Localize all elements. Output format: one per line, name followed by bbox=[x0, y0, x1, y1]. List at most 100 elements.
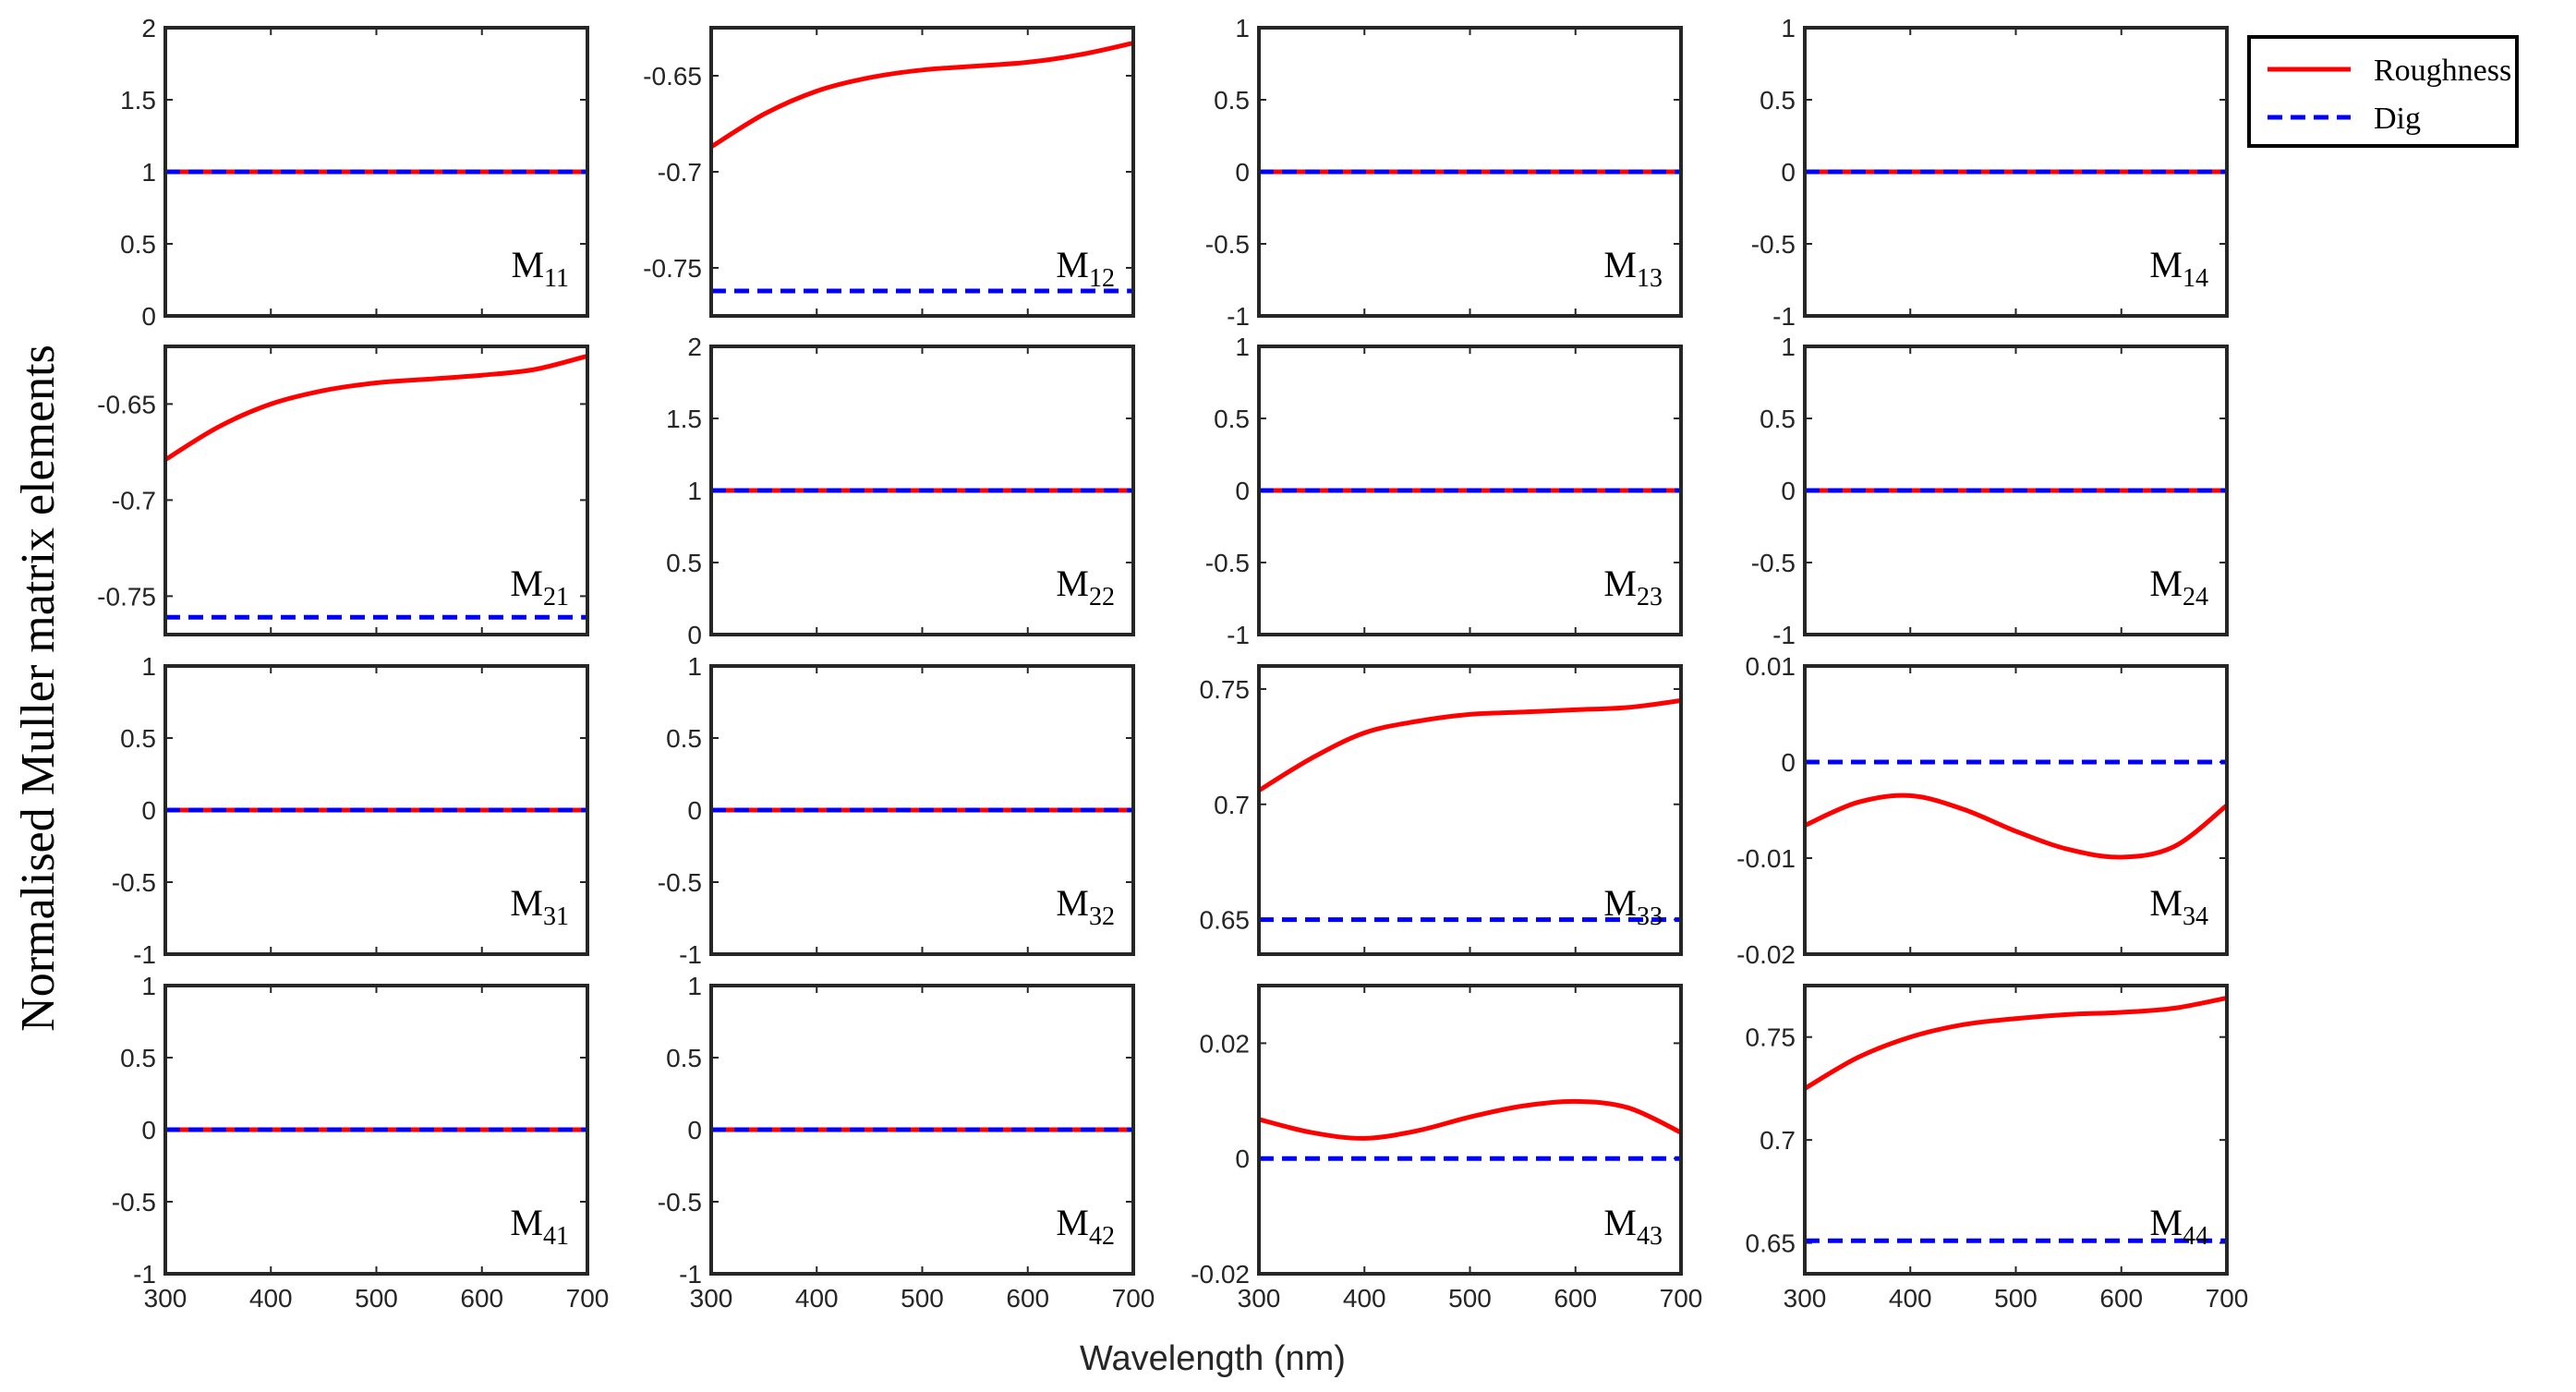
panel-m44: 0.65 0.7 0.75 300 400 500 600 700 M44 bbox=[1746, 984, 2248, 1313]
axes-frame-m32 bbox=[709, 664, 1135, 956]
element-label-m13: M13 bbox=[1603, 244, 1663, 293]
x-tick-label-m42-0: 300 bbox=[690, 1284, 733, 1313]
panel-m22: 0 0.5 1 1.5 2 M22 bbox=[666, 333, 1135, 649]
x-tick-label-m43-0: 300 bbox=[1238, 1284, 1281, 1313]
y-tick-label-m11-2: 1 bbox=[141, 158, 156, 187]
axes-frame-m13 bbox=[1257, 26, 1683, 318]
panel-m14: -1 -0.5 0 0.5 1 M14 bbox=[1751, 14, 2229, 331]
y-tick-label-m23-3: 0.5 bbox=[1214, 405, 1250, 433]
axes-frame-m43 bbox=[1257, 984, 1683, 1276]
y-tick-label-m22-4: 2 bbox=[687, 333, 702, 361]
y-tick-label-m42-4: 1 bbox=[687, 972, 702, 1000]
axes-frame-m41 bbox=[163, 984, 589, 1276]
y-tick-label-m11-1: 0.5 bbox=[120, 230, 156, 259]
x-tick-label-m43-1: 400 bbox=[1343, 1284, 1386, 1313]
plot-area-m44 bbox=[1805, 986, 2227, 1274]
series-roughness-m34 bbox=[1803, 793, 2229, 860]
y-tick-label-m24-2: 0 bbox=[1781, 477, 1796, 505]
axes-frame-m12 bbox=[709, 26, 1135, 318]
axes-frame-m23 bbox=[1257, 345, 1683, 636]
panel-m43: -0.02 0 0.02 300 400 500 600 700 M43 bbox=[1191, 984, 1703, 1313]
panel-m11: 0 0.5 1 1.5 2 M11 bbox=[120, 14, 589, 331]
y-tick-label-m22-2: 1 bbox=[687, 477, 702, 505]
x-tick-label-m44-0: 300 bbox=[1784, 1284, 1827, 1313]
y-tick-label-m34-2: 0 bbox=[1781, 748, 1796, 777]
x-tick-label-m41-0: 300 bbox=[144, 1284, 187, 1313]
y-tick-label-m42-0: -1 bbox=[679, 1260, 702, 1289]
plot-area-m12 bbox=[711, 28, 1133, 316]
y-tick-label-m44-1: 0.7 bbox=[1760, 1126, 1796, 1155]
y-tick-label-m32-1: -0.5 bbox=[658, 868, 702, 897]
y-tick-label-m32-4: 1 bbox=[687, 652, 702, 681]
element-label-m24: M24 bbox=[2149, 563, 2208, 611]
element-label-m23: M23 bbox=[1603, 563, 1663, 611]
y-tick-label-m42-1: -0.5 bbox=[658, 1188, 702, 1216]
axes-frame-m22 bbox=[709, 345, 1135, 636]
y-tick-label-m33-1: 0.7 bbox=[1214, 791, 1250, 819]
x-tick-label-m42-1: 400 bbox=[795, 1284, 839, 1313]
panel-m31: -1 -0.5 0 0.5 1 M31 bbox=[112, 652, 589, 969]
y-axis-label: Normalised Muller matrix elements bbox=[12, 345, 65, 1032]
element-label-m43: M43 bbox=[1603, 1202, 1663, 1251]
x-tick-label-m44-1: 400 bbox=[1889, 1284, 1932, 1313]
panel-m13: -1 -0.5 0 0.5 1 M13 bbox=[1205, 14, 1683, 331]
axes-frame-m11 bbox=[163, 26, 589, 318]
element-label-m34: M34 bbox=[2149, 882, 2208, 931]
y-tick-label-m14-1: -0.5 bbox=[1751, 230, 1796, 259]
element-label-m44: M44 bbox=[2149, 1202, 2208, 1251]
x-tick-label-m42-4: 700 bbox=[1112, 1284, 1155, 1313]
y-tick-label-m32-2: 0 bbox=[687, 796, 702, 825]
x-tick-label-m42-3: 600 bbox=[1006, 1284, 1049, 1313]
x-tick-label-m44-2: 500 bbox=[1994, 1284, 2038, 1313]
axes-frame-m34 bbox=[1803, 664, 2229, 956]
y-tick-label-m34-3: 0.01 bbox=[1746, 652, 1796, 681]
axes-frame-m42 bbox=[709, 984, 1135, 1276]
y-tick-label-m42-3: 0.5 bbox=[666, 1044, 702, 1072]
x-tick-label-m43-4: 700 bbox=[1660, 1284, 1703, 1313]
y-tick-label-m31-2: 0 bbox=[141, 796, 156, 825]
y-tick-label-m44-2: 0.75 bbox=[1746, 1023, 1796, 1052]
legend-box bbox=[2247, 35, 2519, 148]
y-tick-label-m33-0: 0.65 bbox=[1200, 906, 1251, 935]
panel-m34: -0.02 -0.01 0 0.01 M34 bbox=[1736, 652, 2229, 969]
series-roughness-m33 bbox=[1257, 697, 1682, 793]
panel-m23: -1 -0.5 0 0.5 1 M23 bbox=[1205, 333, 1683, 649]
series-roughness-m44 bbox=[1803, 995, 2228, 1091]
axes-frame-m14 bbox=[1803, 26, 2229, 318]
y-tick-label-m12-2: -0.65 bbox=[643, 62, 702, 91]
y-tick-label-m14-3: 0.5 bbox=[1760, 86, 1796, 115]
series-roughness-m43 bbox=[1258, 1098, 1683, 1141]
y-tick-label-m21-1: -0.7 bbox=[112, 486, 156, 514]
y-tick-label-m13-1: -0.5 bbox=[1205, 230, 1250, 259]
legend-dig-label: Dig bbox=[2374, 102, 2421, 136]
y-tick-label-m31-3: 0.5 bbox=[120, 724, 156, 753]
y-tick-label-m12-0: -0.75 bbox=[643, 254, 702, 283]
element-label-m14: M14 bbox=[2149, 244, 2208, 293]
legend: Roughness Dig bbox=[2247, 35, 2519, 148]
element-label-m22: M22 bbox=[1056, 563, 1115, 611]
panel-m12: -0.75 -0.7 -0.65 M12 bbox=[643, 26, 1135, 318]
panel-m33: 0.65 0.7 0.75 M33 bbox=[1200, 664, 1683, 956]
y-tick-label-m31-4: 1 bbox=[141, 652, 156, 681]
y-tick-label-m13-4: 1 bbox=[1235, 14, 1250, 42]
y-tick-label-m34-1: -0.01 bbox=[1736, 844, 1796, 873]
panel-grid: 0 0.5 1 1.5 2 M11 -0.75 -0.7 -0.65 M12 -1 -0.5 0 0.5 1… bbox=[97, 14, 2248, 1313]
y-tick-label-m14-4: 1 bbox=[1781, 14, 1796, 42]
y-tick-label-m41-2: 0 bbox=[141, 1116, 156, 1144]
y-tick-label-m14-0: -1 bbox=[1772, 302, 1796, 331]
y-tick-label-m23-0: -1 bbox=[1227, 621, 1250, 649]
y-tick-label-m23-4: 1 bbox=[1235, 333, 1250, 361]
x-tick-label-m42-2: 500 bbox=[901, 1284, 944, 1313]
y-tick-label-m11-0: 0 bbox=[141, 302, 156, 331]
y-tick-label-m41-3: 0.5 bbox=[120, 1044, 156, 1072]
plot-area-m43 bbox=[1259, 986, 1681, 1274]
y-tick-label-m12-1: -0.7 bbox=[658, 158, 702, 187]
x-tick-label-m41-1: 400 bbox=[249, 1284, 293, 1313]
panel-m42: -1 -0.5 0 0.5 1 300 400 500 600 700 M42 bbox=[658, 972, 1155, 1313]
y-tick-label-m33-2: 0.75 bbox=[1200, 675, 1251, 704]
element-label-m41: M41 bbox=[510, 1202, 569, 1251]
y-tick-label-m43-2: 0.02 bbox=[1200, 1029, 1251, 1058]
y-tick-label-m34-0: -0.02 bbox=[1736, 940, 1796, 969]
x-tick-label-m41-3: 600 bbox=[460, 1284, 503, 1313]
